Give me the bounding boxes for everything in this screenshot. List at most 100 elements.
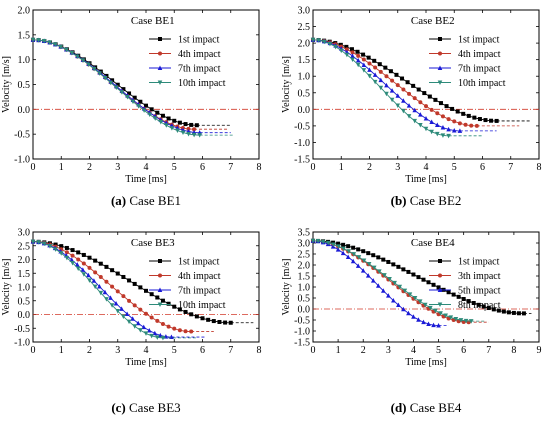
legend-marker [157, 80, 163, 85]
data-point [401, 267, 406, 272]
data-point [92, 284, 98, 290]
data-point [446, 133, 451, 139]
data-point [388, 69, 393, 74]
data-point [416, 317, 421, 322]
data-point [149, 107, 154, 112]
data-point [438, 311, 443, 316]
data-point [421, 277, 426, 282]
x-tick-label: 8 [257, 345, 262, 356]
data-point [130, 99, 136, 105]
caption-text: Case BE3 [126, 400, 181, 415]
data-point [384, 82, 389, 88]
data-point [435, 122, 440, 128]
data-point [75, 266, 81, 271]
x-tick-label: 0 [311, 162, 316, 173]
data-point [435, 111, 440, 116]
y-tick-label: -0.5 [14, 324, 30, 335]
y-axis-label: Velocity [m/s] [1, 259, 12, 316]
data-point [110, 284, 115, 289]
data-point [406, 114, 412, 119]
x-tick-label: 6 [200, 345, 205, 356]
data-point [451, 292, 456, 297]
data-point [370, 278, 376, 283]
data-point [138, 328, 143, 333]
data-point [457, 121, 462, 126]
data-point [446, 117, 451, 122]
data-point [469, 123, 474, 128]
data-point [76, 257, 81, 262]
y-tick-label: 1.0 [298, 72, 311, 83]
data-point [97, 283, 102, 289]
data-point [371, 265, 377, 271]
data-point [124, 311, 130, 316]
data-point [59, 244, 64, 249]
legend-label: 10th impact [458, 78, 506, 89]
data-point [330, 244, 336, 249]
panel-title: Case BE2 [411, 15, 455, 27]
y-tick-label: 2.0 [298, 261, 311, 272]
data-point [433, 308, 438, 314]
data-point [401, 87, 406, 92]
data-point [53, 242, 58, 247]
data-point [86, 62, 91, 68]
x-tick-label: 4 [411, 345, 416, 356]
data-point [333, 44, 338, 50]
panel-caption: (a) Case BE1 [111, 193, 181, 208]
data-point [130, 316, 135, 321]
data-point [177, 120, 182, 125]
data-point [64, 255, 70, 261]
data-point [310, 238, 316, 244]
data-point [47, 40, 52, 45]
data-point [177, 328, 182, 333]
data-point [372, 72, 378, 77]
legend-marker [158, 37, 162, 41]
data-point [472, 115, 477, 120]
series-3 [310, 238, 449, 328]
data-point [431, 282, 436, 287]
data-point [376, 255, 381, 260]
x-tick-label: 7 [228, 162, 233, 173]
data-point [378, 69, 383, 74]
data-point [438, 101, 443, 106]
data-point [322, 39, 327, 45]
data-point [194, 314, 199, 319]
data-point [341, 242, 346, 247]
data-point [412, 295, 418, 301]
data-point [166, 301, 171, 306]
data-point [355, 62, 361, 68]
legend-label: 7th impact [178, 64, 221, 75]
data-point [366, 261, 372, 267]
data-point [440, 114, 445, 119]
data-point [384, 74, 389, 79]
data-point [75, 54, 80, 60]
y-tick-label: -1.0 [14, 155, 30, 166]
data-point [108, 80, 114, 86]
legend-marker [437, 80, 443, 85]
data-point [461, 297, 466, 302]
data-point [452, 119, 457, 124]
y-tick-label: 1.5 [298, 272, 311, 283]
y-tick-label: 0.5 [18, 296, 31, 307]
legend-marker [438, 37, 442, 41]
data-point [466, 299, 471, 304]
series-line [312, 39, 497, 122]
chart-panel-3: 0 1 2 3 4 5 6 7 8 -1.0 -0.5 0.0 0.5 1.0 1.5 2.0 2.5 3.0 Ti… [1, 228, 262, 369]
x-tick-label: 6 [461, 345, 466, 356]
data-point [361, 62, 367, 67]
data-point [440, 133, 446, 138]
data-point [104, 279, 109, 284]
legend-marker [438, 51, 442, 56]
data-point [458, 318, 464, 323]
legend-marker [438, 273, 442, 278]
y-tick-label: 3.0 [18, 228, 31, 239]
data-point [132, 324, 137, 329]
data-point [335, 247, 341, 252]
data-point [310, 37, 316, 43]
data-point [436, 323, 441, 328]
data-point [361, 249, 366, 254]
series-4 [310, 238, 487, 324]
x-tick-label: 0 [31, 162, 36, 173]
data-point [115, 271, 120, 276]
x-tick-label: 6 [200, 162, 205, 173]
caption-letter: (d) [391, 400, 407, 415]
